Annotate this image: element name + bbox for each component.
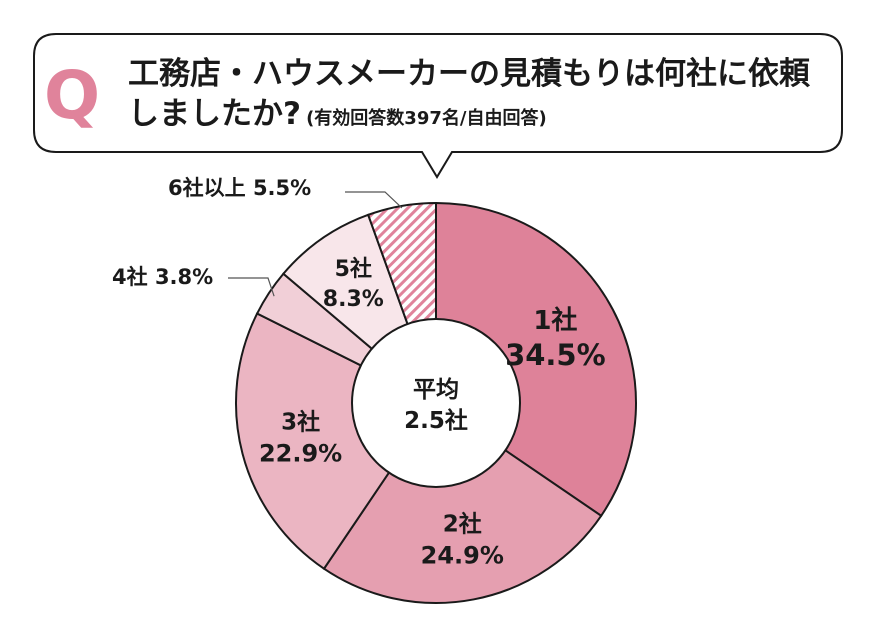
question-bubble (33, 33, 843, 179)
donut-center (351, 318, 521, 488)
slice-label-5: 5社 (335, 256, 372, 282)
slice-value-5: 8.3% (323, 287, 384, 312)
slice-label-text-4: 4社 (112, 265, 155, 289)
question-note: (有効回答数397名/自由回答) (306, 107, 547, 129)
slice-label-6: 6社以上 5.5% (168, 176, 311, 200)
slice-label-4: 4社 3.8% (112, 265, 213, 289)
slice-value-1: 34.5% (505, 338, 606, 372)
question-marker: Q (44, 57, 100, 134)
slice-label-1: 1社 (533, 305, 577, 336)
slice-value-2: 24.9% (421, 542, 504, 570)
leader-line-4 (228, 277, 275, 297)
slice-value-3: 22.9% (259, 439, 342, 467)
slice-value-6: 5.5% (253, 176, 311, 200)
pie-slice-2 (322, 401, 603, 604)
slice-label-3: 3社 (281, 408, 320, 435)
center-label: 平均 (413, 376, 459, 403)
center-value: 2.5社 (404, 407, 468, 434)
leader-line-6 (345, 191, 403, 209)
leader-lines (228, 191, 403, 297)
slice-label-text-6: 6社以上 (168, 176, 253, 200)
pie-slice-3 (235, 312, 438, 571)
question-line-2: しましたか? (有効回答数397名/自由回答) (128, 96, 547, 132)
question-line-1: 工務店・ハウスメーカーの見積もりは何社に依頼 (128, 56, 811, 92)
slice-value-4: 3.8% (155, 265, 213, 289)
pie-slice-1 (435, 201, 637, 518)
question-line-2-main: しましたか? (128, 96, 301, 132)
slice-label-2: 2社 (443, 511, 482, 538)
